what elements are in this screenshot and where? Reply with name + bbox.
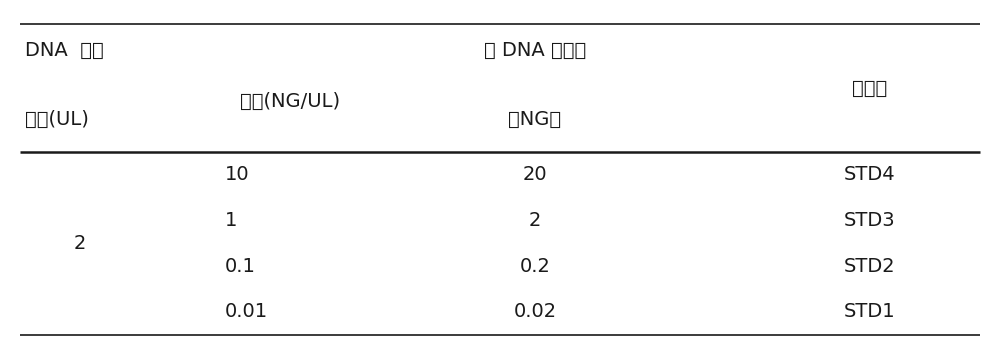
Text: 总 DNA 输入量: 总 DNA 输入量 bbox=[484, 40, 586, 60]
Text: 1: 1 bbox=[225, 211, 237, 230]
Text: STD4: STD4 bbox=[844, 165, 896, 184]
Text: 0.01: 0.01 bbox=[225, 302, 268, 321]
Text: 2: 2 bbox=[529, 211, 541, 230]
Text: 0.02: 0.02 bbox=[513, 302, 557, 321]
Text: STD2: STD2 bbox=[844, 257, 896, 276]
Text: 数量级: 数量级 bbox=[852, 78, 888, 98]
Text: 0.2: 0.2 bbox=[520, 257, 550, 276]
Text: STD1: STD1 bbox=[844, 302, 896, 321]
Text: 0.1: 0.1 bbox=[225, 257, 256, 276]
Text: 体积(UL): 体积(UL) bbox=[25, 109, 89, 129]
Text: STD3: STD3 bbox=[844, 211, 896, 230]
Text: 2: 2 bbox=[74, 234, 86, 253]
Text: DNA  输入: DNA 输入 bbox=[25, 40, 104, 60]
Text: 20: 20 bbox=[523, 165, 547, 184]
Text: （NG）: （NG） bbox=[508, 109, 562, 129]
Text: 浓度(NG/UL): 浓度(NG/UL) bbox=[240, 92, 340, 111]
Text: 10: 10 bbox=[225, 165, 250, 184]
